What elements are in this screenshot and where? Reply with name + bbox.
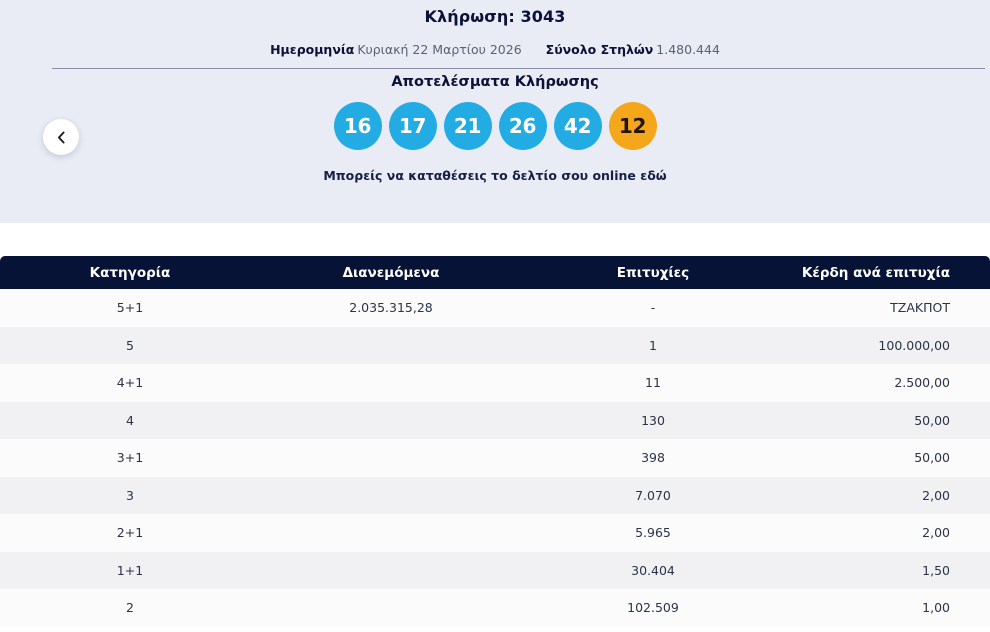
page-title: Κλήρωση: 3043 bbox=[424, 7, 566, 26]
table-header-row: Κατηγορία Διανεμόμενα Επιτυχίες Κέρδη αν… bbox=[0, 256, 990, 289]
table-row: 1+1 30.404 1,50 bbox=[0, 551, 990, 589]
cell-category: 5 bbox=[0, 326, 260, 364]
cell-distributed: 2.035.315,28 bbox=[260, 289, 522, 327]
hero-table-spacer bbox=[0, 223, 990, 256]
table-row: 5 1 100.000,00 bbox=[0, 326, 990, 364]
table-row: 3+1 398 50,00 bbox=[0, 439, 990, 477]
cell-distributed bbox=[260, 326, 522, 364]
cell-prize: 2,00 bbox=[784, 514, 990, 552]
winning-number-ball: 42 bbox=[553, 102, 602, 150]
cell-distributed bbox=[260, 401, 522, 439]
table-row: 4 130 50,00 bbox=[0, 401, 990, 439]
cell-prize: 1,00 bbox=[784, 589, 990, 627]
prize-breakdown-table: Κατηγορία Διανεμόμενα Επιτυχίες Κέρδη αν… bbox=[0, 256, 990, 627]
table-row: 3 7.070 2,00 bbox=[0, 476, 990, 514]
draw-meta: Ημερομηνία Κυριακή 22 Μαρτίου 2026 Σύνολο… bbox=[0, 42, 990, 57]
winning-numbers-list: 16 17 21 26 42 12 bbox=[0, 102, 990, 150]
table-row: 4+1 11 2.500,00 bbox=[0, 364, 990, 402]
cell-winners: 398 bbox=[522, 439, 784, 477]
hero-divider bbox=[52, 68, 985, 69]
cell-winners: 102.509 bbox=[522, 589, 784, 627]
cell-winners: 11 bbox=[522, 364, 784, 402]
results-table-container: Κατηγορία Διανεμόμενα Επιτυχίες Κέρδη αν… bbox=[0, 256, 990, 627]
cell-prize: 2,00 bbox=[784, 476, 990, 514]
meta-label-total-columns: Σύνολο Στηλών bbox=[545, 42, 654, 57]
cell-winners: 30.404 bbox=[522, 551, 784, 589]
draw-hero-panel: Κλήρωση: 3043 Ημερομηνία Κυριακή 22 Μαρτί… bbox=[0, 0, 990, 223]
column-header-winners: Επιτυχίες bbox=[522, 256, 784, 289]
table-row: 5+1 2.035.315,28 - ΤΖΑΚΠΟΤ bbox=[0, 289, 990, 327]
cell-distributed bbox=[260, 364, 522, 402]
column-header-prize: Κέρδη ανά επιτυχία bbox=[784, 256, 990, 289]
cell-category: 4+1 bbox=[0, 364, 260, 402]
cell-prize: ΤΖΑΚΠΟΤ bbox=[784, 289, 990, 327]
column-header-distributed: Διανεμόμενα bbox=[260, 256, 522, 289]
table-row: 2 102.509 1,00 bbox=[0, 589, 990, 627]
meta-item-date: Ημερομηνία Κυριακή 22 Μαρτίου 2026 bbox=[270, 42, 522, 57]
table-body: 5+1 2.035.315,28 - ΤΖΑΚΠΟΤ 5 1 100.000,0… bbox=[0, 289, 990, 627]
cell-category: 5+1 bbox=[0, 289, 260, 327]
cell-winners: 7.070 bbox=[522, 476, 784, 514]
cell-winners: 1 bbox=[522, 326, 784, 364]
cell-prize: 50,00 bbox=[784, 401, 990, 439]
cell-category: 2+1 bbox=[0, 514, 260, 552]
table-header: Κατηγορία Διανεμόμενα Επιτυχίες Κέρδη αν… bbox=[0, 256, 990, 289]
cell-category: 3 bbox=[0, 476, 260, 514]
winning-number-ball: 17 bbox=[388, 102, 437, 150]
meta-value-total-columns: 1.480.444 bbox=[656, 42, 720, 57]
cell-distributed bbox=[260, 439, 522, 477]
winning-number-ball: 21 bbox=[443, 102, 492, 150]
cell-distributed bbox=[260, 476, 522, 514]
meta-label-date: Ημερομηνία bbox=[270, 42, 355, 57]
cell-prize: 1,50 bbox=[784, 551, 990, 589]
cell-prize: 2.500,00 bbox=[784, 364, 990, 402]
cell-category: 1+1 bbox=[0, 551, 260, 589]
cell-winners: 130 bbox=[522, 401, 784, 439]
winning-number-ball: 26 bbox=[498, 102, 547, 150]
results-heading: Αποτελέσματα Κλήρωσης bbox=[391, 74, 599, 90]
chevron-left-icon bbox=[56, 131, 67, 144]
cell-winners: 5.965 bbox=[522, 514, 784, 552]
meta-item-total-columns: Σύνολο Στηλών 1.480.444 bbox=[546, 42, 720, 57]
cell-distributed bbox=[260, 514, 522, 552]
column-header-category: Κατηγορία bbox=[0, 256, 260, 289]
cell-prize: 100.000,00 bbox=[784, 326, 990, 364]
cell-winners: - bbox=[522, 289, 784, 327]
cell-distributed bbox=[260, 589, 522, 627]
submit-ticket-online-link[interactable]: Μπορείς να καταθέσεις το δελτίο σου onli… bbox=[323, 168, 667, 183]
cell-category: 3+1 bbox=[0, 439, 260, 477]
cell-category: 2 bbox=[0, 589, 260, 627]
cell-distributed bbox=[260, 551, 522, 589]
previous-draw-button[interactable] bbox=[43, 119, 79, 155]
table-row: 2+1 5.965 2,00 bbox=[0, 514, 990, 552]
cell-category: 4 bbox=[0, 401, 260, 439]
meta-value-date: Κυριακή 22 Μαρτίου 2026 bbox=[357, 42, 522, 57]
bonus-number-ball: 12 bbox=[608, 102, 657, 150]
cell-prize: 50,00 bbox=[784, 439, 990, 477]
winning-number-ball: 16 bbox=[333, 102, 382, 150]
